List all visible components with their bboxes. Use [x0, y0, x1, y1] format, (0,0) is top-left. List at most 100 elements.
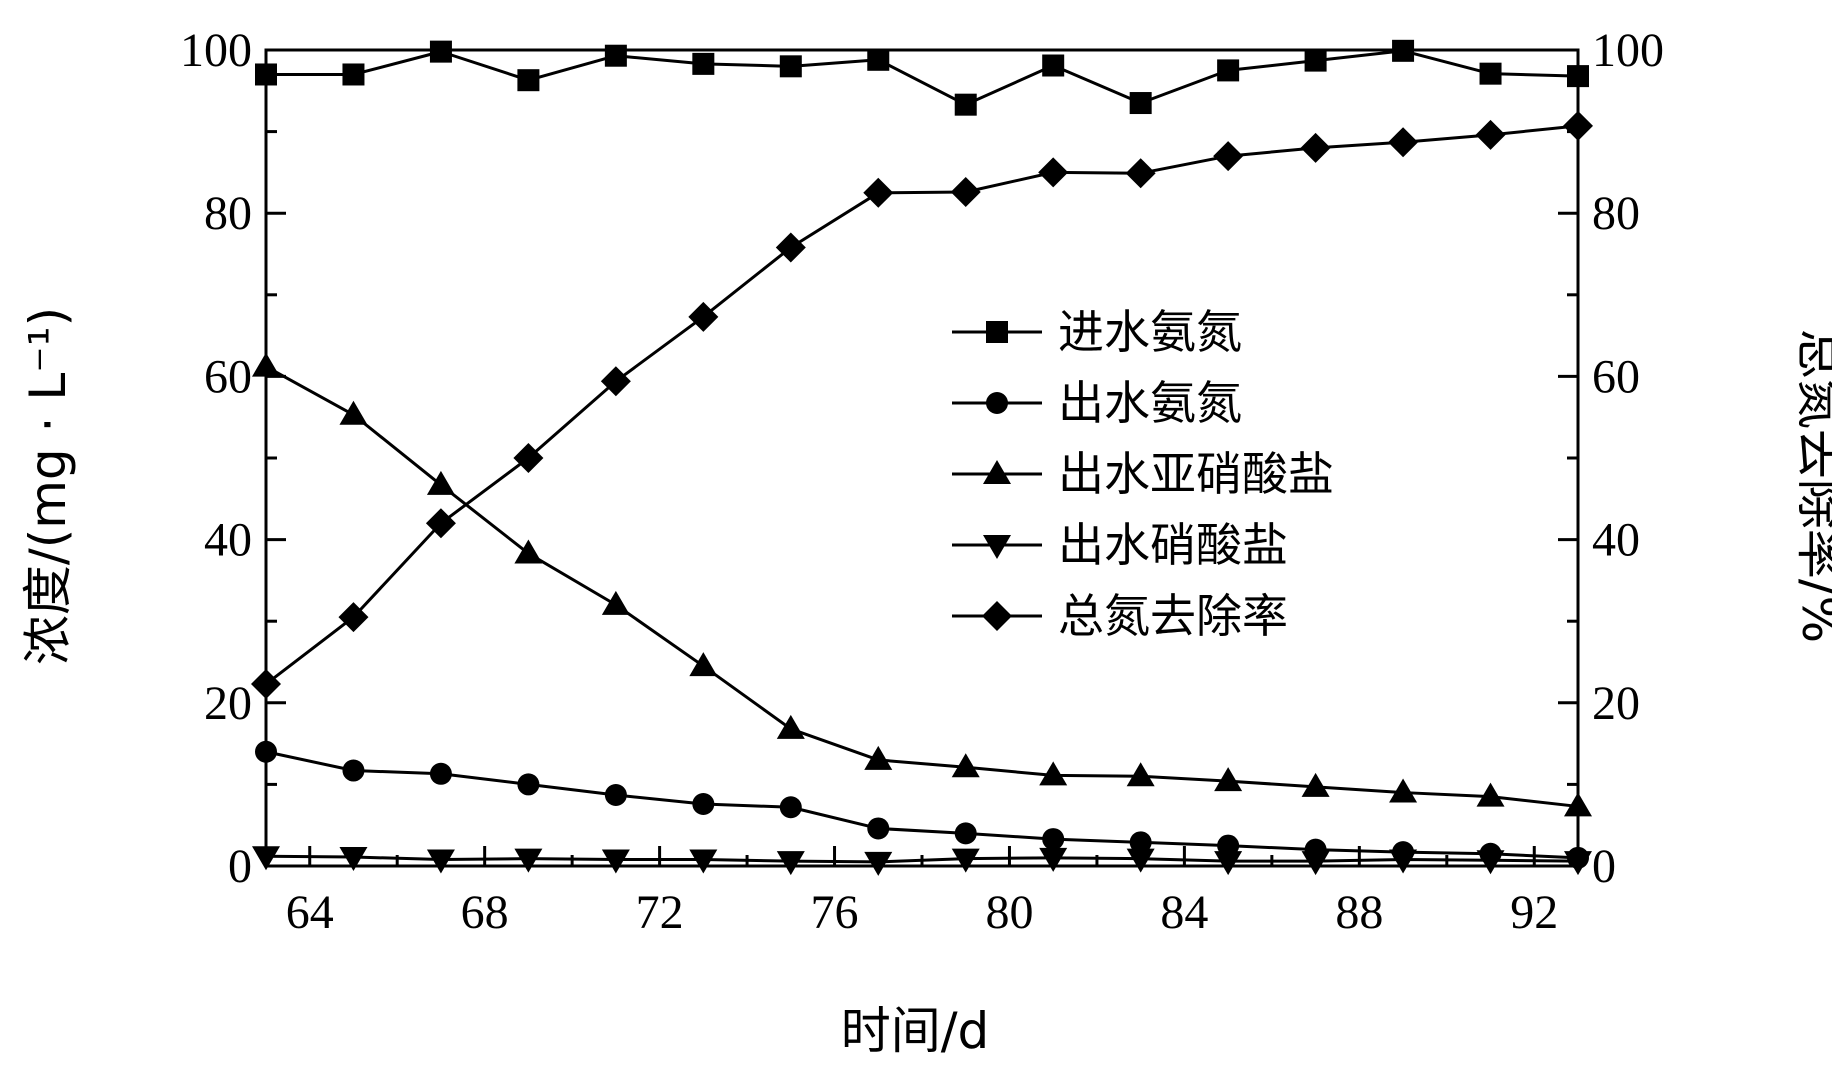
legend-item-effluent-nitrate: 出水硝酸盐 — [952, 518, 1288, 572]
data-point — [1392, 39, 1415, 62]
data-point — [1039, 761, 1068, 786]
data-point — [779, 55, 802, 78]
series-line — [266, 49, 1579, 107]
data-point — [1389, 849, 1418, 874]
data-point — [863, 177, 894, 208]
data-point — [251, 669, 281, 700]
data-point — [426, 470, 455, 495]
data-point — [864, 851, 893, 876]
legend-label: 出水硝酸盐 — [1058, 518, 1288, 572]
right-y-tick-label: 100 — [1592, 24, 1664, 77]
legend-item-influent-ammonia: 进水氨氮 — [952, 305, 1242, 359]
data-point — [604, 44, 627, 67]
data-point — [517, 69, 540, 92]
data-point — [692, 792, 715, 815]
left-y-tick-label: 60 — [204, 350, 252, 403]
data-point — [1039, 847, 1068, 872]
data-point — [1213, 141, 1244, 172]
data-point — [252, 352, 280, 377]
data-point — [689, 652, 718, 677]
data-point — [338, 602, 369, 633]
data-point — [342, 63, 365, 86]
data-point — [1042, 54, 1065, 77]
data-point — [1476, 782, 1505, 807]
left-y-tick-label: 0 — [228, 840, 252, 893]
legend-item-effluent-ammonia: 出水氨氮 — [952, 376, 1242, 430]
data-point — [1388, 127, 1419, 158]
data-point — [342, 759, 365, 782]
x-axis-title: 时间/d — [841, 1002, 990, 1060]
data-point — [514, 848, 543, 873]
series-layer — [251, 39, 1593, 876]
series-effluent-nitrate — [252, 846, 1592, 876]
data-point — [1300, 132, 1331, 163]
x-tick-label: 88 — [1335, 886, 1383, 939]
data-point — [255, 740, 277, 763]
data-point — [252, 846, 280, 871]
data-point — [775, 232, 806, 263]
data-point — [1563, 110, 1593, 141]
data-point — [689, 849, 718, 874]
data-point — [1042, 828, 1065, 851]
data-point — [951, 848, 980, 873]
data-point — [601, 590, 630, 615]
legend-marker — [982, 601, 1012, 631]
data-point — [1301, 772, 1330, 797]
series-effluent-ammonia — [255, 740, 1589, 869]
data-point — [517, 773, 540, 796]
right-y-tick-label: 0 — [1592, 840, 1616, 893]
data-point — [1564, 792, 1592, 817]
data-point — [600, 366, 631, 397]
x-tick-label: 80 — [985, 886, 1033, 939]
data-point — [776, 851, 805, 876]
right-y-tick-label: 20 — [1592, 677, 1640, 730]
data-point — [429, 762, 452, 785]
right-y-tick-label: 40 — [1592, 514, 1640, 567]
data-point — [954, 822, 977, 845]
data-point — [604, 784, 627, 807]
data-point — [339, 847, 368, 872]
right-y-tick-label: 60 — [1592, 350, 1640, 403]
series-line — [265, 854, 1579, 864]
data-point — [1304, 49, 1327, 72]
data-point — [1476, 850, 1505, 875]
data-point — [601, 849, 630, 874]
data-point — [1217, 834, 1240, 857]
plot-frame — [264, 48, 1580, 868]
data-point — [779, 796, 802, 819]
legend-marker — [986, 321, 1008, 343]
data-point — [425, 508, 456, 539]
x-tick-label: 72 — [636, 886, 684, 939]
data-point — [1126, 848, 1155, 873]
data-point — [1214, 851, 1243, 876]
legend-marker — [986, 392, 1008, 414]
data-point — [514, 539, 543, 564]
series-line — [265, 750, 1579, 860]
data-point — [426, 849, 455, 874]
data-point — [1389, 778, 1418, 803]
right-y-axis: 0 20 40 60 80 100 — [1558, 24, 1664, 893]
series-tn-removal — [251, 110, 1593, 700]
left-y-axis-title: 浓度/(mg · L⁻¹) — [19, 307, 77, 665]
plot-area-border — [264, 48, 1580, 868]
legend-label: 进水氨氮 — [1058, 305, 1242, 359]
data-point — [950, 176, 981, 207]
data-point — [954, 93, 977, 116]
series-influent-ammonia — [255, 39, 1589, 116]
x-tick-label: 64 — [286, 886, 334, 939]
data-point — [1126, 762, 1155, 787]
right-y-axis-title: 总氮去除率/% — [1791, 329, 1832, 643]
data-point — [339, 400, 368, 425]
data-point — [429, 40, 452, 63]
series-line — [265, 124, 1579, 686]
data-point — [1214, 767, 1243, 792]
data-point — [688, 301, 719, 332]
x-tick-label: 68 — [461, 886, 509, 939]
data-point — [951, 753, 980, 778]
data-point — [1125, 158, 1156, 189]
legend-label: 出水亚硝酸盐 — [1058, 447, 1334, 501]
data-point — [1564, 851, 1592, 876]
legend-item-tn-removal: 总氮去除率 — [952, 589, 1288, 643]
